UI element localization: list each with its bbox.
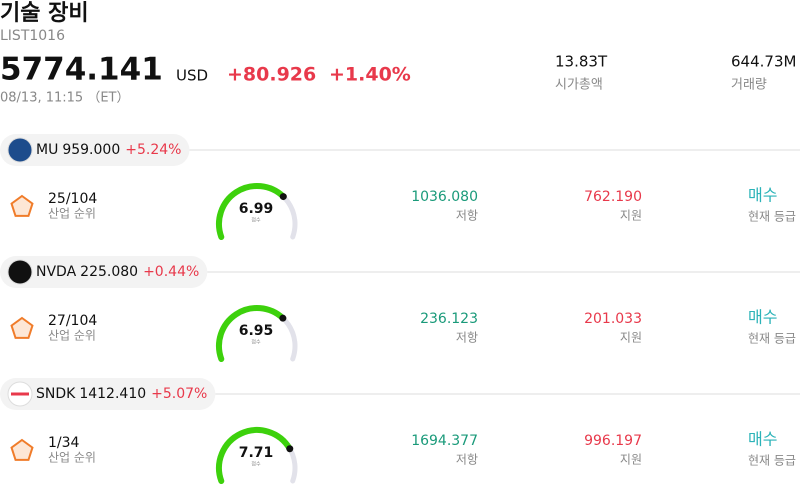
resistance: 1036.080 bbox=[411, 189, 478, 205]
rating: 매수 bbox=[748, 186, 777, 205]
volume-label: 거래량 bbox=[731, 78, 767, 93]
rating-label: 현재 등급 bbox=[748, 454, 796, 468]
stock-price: 1412.410 bbox=[79, 386, 146, 402]
rating-label: 현재 등급 bbox=[748, 332, 796, 346]
support-label: 지원 bbox=[620, 331, 642, 345]
stock-price: 959.000 bbox=[62, 142, 120, 158]
rank-label: 산업 순위 bbox=[48, 329, 96, 343]
stock-ticker: NVDA bbox=[36, 264, 77, 280]
title: 기술 장비 bbox=[0, 1, 89, 26]
resistance-label: 저항 bbox=[456, 453, 478, 467]
gauge-value bbox=[216, 305, 286, 362]
resistance: 236.123 bbox=[420, 311, 478, 327]
market-cap-label: 시가총액 bbox=[555, 78, 603, 93]
gauge-dot bbox=[279, 193, 287, 201]
market-cap: 13.83T bbox=[555, 53, 608, 71]
score-label: 점수 bbox=[251, 339, 261, 346]
stock-logo-mark bbox=[11, 392, 29, 396]
stock-logo bbox=[7, 259, 33, 285]
score-label: 점수 bbox=[251, 461, 261, 468]
stock-chip[interactable] bbox=[0, 378, 216, 410]
stock-chip[interactable] bbox=[0, 256, 208, 288]
stock-price: 225.080 bbox=[80, 264, 138, 280]
gauge-dot bbox=[279, 314, 287, 322]
support: 762.190 bbox=[584, 189, 642, 205]
list-id: LIST1016 bbox=[0, 28, 65, 44]
volume: 644.73M bbox=[731, 53, 796, 71]
support: 996.197 bbox=[584, 433, 642, 449]
rank-icon bbox=[10, 194, 34, 217]
support: 201.033 bbox=[584, 311, 642, 327]
change: +80.926 bbox=[227, 64, 316, 86]
gauge-value bbox=[216, 183, 287, 240]
resistance-label: 저항 bbox=[456, 331, 478, 345]
rating-label: 현재 등급 bbox=[748, 210, 796, 224]
support-label: 지원 bbox=[620, 209, 642, 223]
stock-ticker: MU bbox=[36, 142, 58, 158]
gauge-dot bbox=[286, 445, 294, 453]
score: 6.99 bbox=[239, 201, 274, 217]
stock-change: +5.24% bbox=[125, 142, 181, 158]
score: 6.95 bbox=[239, 323, 274, 339]
rank-icon bbox=[10, 316, 34, 339]
change-percent: +1.40% bbox=[329, 64, 411, 86]
rank-label: 산업 순위 bbox=[48, 451, 96, 465]
currency: USD bbox=[176, 67, 208, 85]
stock-change: +5.07% bbox=[151, 386, 207, 402]
stock-ticker: SNDK bbox=[36, 386, 76, 402]
score: 7.71 bbox=[239, 445, 274, 461]
rank: 25/104 bbox=[48, 191, 97, 207]
rating: 매수 bbox=[748, 430, 777, 449]
gauge-value bbox=[216, 427, 293, 484]
stock-change: +0.44% bbox=[143, 264, 199, 280]
rank-icon bbox=[10, 438, 34, 461]
resistance-label: 저항 bbox=[456, 209, 478, 223]
resistance: 1694.377 bbox=[411, 433, 478, 449]
support-label: 지원 bbox=[620, 453, 642, 467]
rank: 27/104 bbox=[48, 313, 97, 329]
timestamp: 08/13, 11:15 （ET） bbox=[0, 91, 129, 106]
score-label: 점수 bbox=[251, 217, 261, 224]
rank: 1/34 bbox=[48, 435, 80, 451]
stock-logo bbox=[7, 137, 33, 163]
rating: 매수 bbox=[748, 308, 777, 327]
rank-label: 산업 순위 bbox=[48, 207, 96, 221]
price: 5774.141 bbox=[0, 52, 163, 88]
stock-chip[interactable] bbox=[0, 134, 190, 166]
